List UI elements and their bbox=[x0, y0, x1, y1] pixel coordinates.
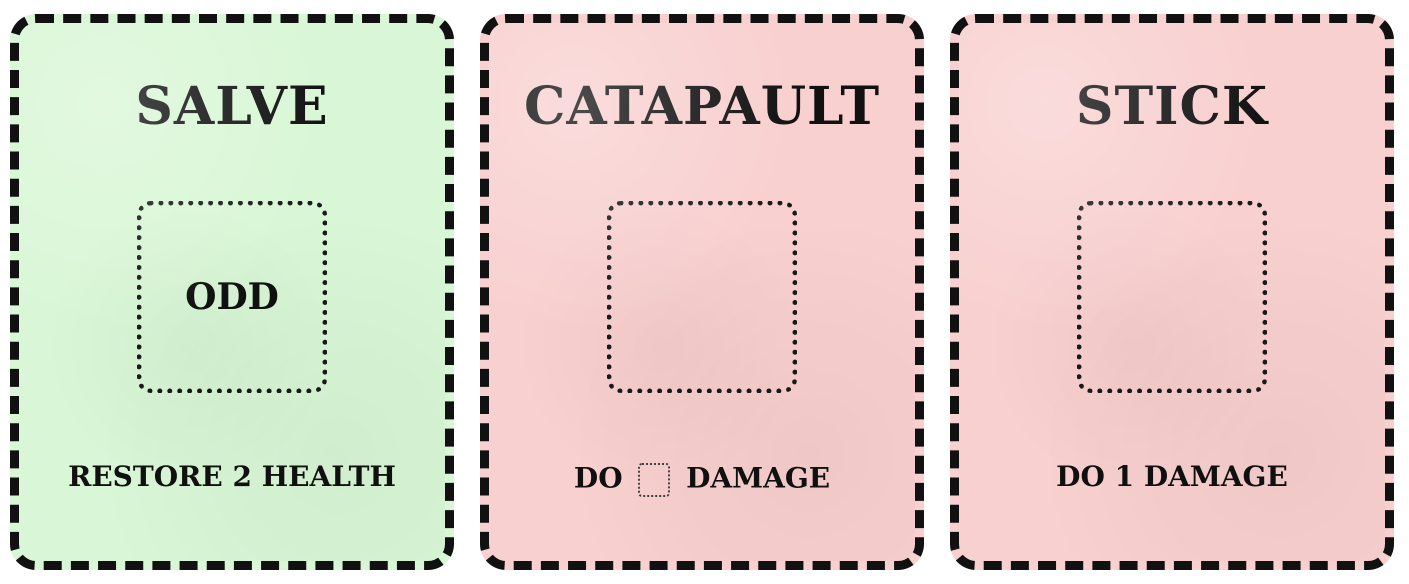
dice-slot[interactable]: ODD bbox=[137, 201, 327, 393]
card-salve[interactable]: SALVE ODD RESTORE 2 HEALTH bbox=[10, 14, 454, 570]
card-title: STICK bbox=[1075, 76, 1269, 137]
card-stick[interactable]: STICK DO 1 DAMAGE bbox=[950, 14, 1394, 570]
dice-slot[interactable] bbox=[1077, 201, 1267, 393]
card-title: SALVE bbox=[135, 76, 329, 137]
description-suffix: DAMAGE bbox=[686, 461, 831, 495]
card-catapault[interactable]: CATAPAULT DO DAMAGE bbox=[480, 14, 924, 570]
description-prefix: DO bbox=[573, 461, 623, 495]
card-description: DO DAMAGE bbox=[489, 463, 915, 497]
card-title: CATAPAULT bbox=[523, 76, 881, 137]
inline-dice-slot[interactable] bbox=[638, 463, 671, 497]
dice-slot[interactable] bbox=[607, 201, 797, 393]
slot-requirement: ODD bbox=[185, 276, 279, 318]
card-description: DO 1 DAMAGE bbox=[1056, 460, 1288, 493]
card-description: RESTORE 2 HEALTH bbox=[68, 460, 396, 493]
